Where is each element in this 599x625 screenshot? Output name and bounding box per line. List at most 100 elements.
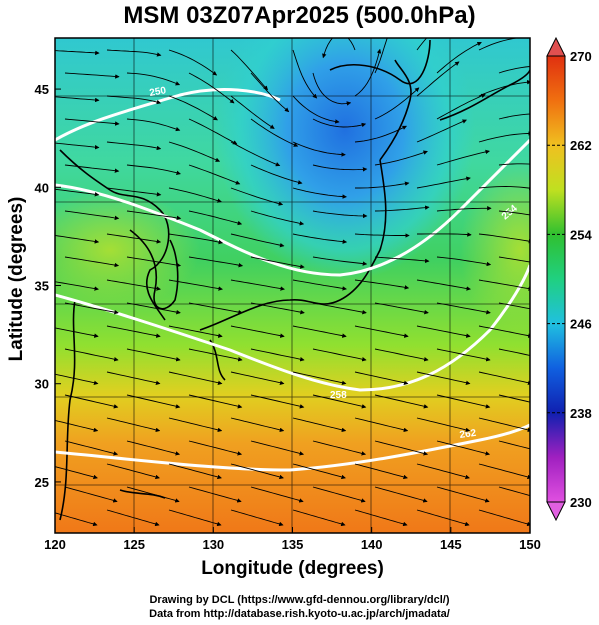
streamline bbox=[250, 302, 305, 315]
streamline bbox=[374, 87, 420, 120]
streamline bbox=[436, 149, 490, 166]
colorbar-tick-label: 230 bbox=[570, 495, 592, 510]
streamline bbox=[436, 206, 492, 212]
y-axis-ticks: 25 30 35 40 45 bbox=[35, 82, 61, 490]
streamline bbox=[478, 38, 530, 51]
streamline bbox=[64, 440, 119, 456]
x-tick-label: 145 bbox=[440, 537, 462, 552]
streamline bbox=[126, 394, 181, 409]
streamline bbox=[230, 279, 285, 291]
streamline bbox=[230, 509, 284, 527]
wind-streamlines bbox=[55, 38, 530, 533]
streamline bbox=[230, 187, 284, 206]
streamline bbox=[250, 348, 305, 362]
streamline bbox=[498, 66, 530, 74]
streamline bbox=[55, 96, 100, 103]
streamline bbox=[416, 176, 471, 189]
streamline bbox=[292, 279, 347, 291]
streamline bbox=[354, 125, 407, 143]
streamline bbox=[478, 325, 530, 338]
y-tick-label: 25 bbox=[35, 475, 49, 490]
colorbar-min-arrow bbox=[546, 501, 566, 522]
streamline bbox=[168, 325, 223, 338]
streamline bbox=[250, 72, 290, 113]
streamline bbox=[312, 256, 368, 266]
streamline bbox=[354, 417, 409, 433]
streamline bbox=[106, 371, 161, 385]
streamline bbox=[354, 463, 408, 480]
streamline bbox=[188, 256, 244, 268]
streamline bbox=[312, 486, 366, 503]
contour-line bbox=[55, 423, 530, 472]
streamline bbox=[188, 164, 241, 185]
streamline bbox=[436, 486, 490, 503]
streamline bbox=[374, 256, 430, 264]
streamline bbox=[126, 486, 180, 503]
streamline bbox=[478, 509, 530, 527]
streamline bbox=[55, 142, 100, 150]
streamline bbox=[55, 327, 99, 338]
streamline bbox=[230, 95, 275, 129]
streamline bbox=[416, 509, 470, 527]
streamline bbox=[312, 72, 352, 106]
x-tick-label: 140 bbox=[361, 537, 383, 552]
streamline bbox=[64, 118, 120, 126]
streamline bbox=[126, 348, 181, 362]
streamline bbox=[478, 371, 530, 385]
streamline bbox=[55, 419, 99, 433]
streamline bbox=[354, 279, 410, 290]
colorbar-tick-label: 270 bbox=[570, 49, 592, 64]
contour-label: 250 bbox=[149, 85, 168, 99]
streamline bbox=[375, 532, 377, 533]
streamline bbox=[230, 141, 281, 167]
streamline bbox=[436, 256, 492, 267]
streamline bbox=[436, 41, 482, 74]
y-tick-label: 35 bbox=[35, 279, 49, 294]
y-tick-label: 40 bbox=[35, 180, 49, 195]
streamline bbox=[313, 532, 315, 533]
streamline bbox=[292, 371, 347, 385]
colorbar-body bbox=[546, 55, 566, 503]
streamline bbox=[126, 210, 182, 221]
streamline bbox=[374, 486, 428, 503]
isotherm-contours bbox=[55, 88, 530, 472]
streamline bbox=[478, 185, 530, 191]
colorbar-tick-label: 238 bbox=[570, 406, 592, 421]
streamline bbox=[354, 371, 409, 385]
streamline bbox=[55, 188, 100, 197]
streamline bbox=[416, 61, 460, 97]
streamline bbox=[106, 325, 161, 338]
streamline bbox=[374, 205, 430, 212]
streamline bbox=[416, 279, 471, 291]
streamline bbox=[230, 371, 285, 385]
streamline bbox=[498, 113, 530, 120]
streamline bbox=[478, 233, 530, 244]
streamline bbox=[478, 463, 530, 480]
streamline bbox=[106, 187, 162, 197]
streamline bbox=[354, 509, 408, 527]
streamline bbox=[55, 466, 98, 480]
streamline bbox=[478, 417, 530, 433]
streamline bbox=[168, 95, 218, 121]
streamline bbox=[478, 279, 530, 291]
contour-line bbox=[55, 138, 530, 277]
streamline bbox=[250, 440, 305, 456]
credit-data-source: Data from http://database.rish.kyoto-u.a… bbox=[149, 608, 450, 620]
streamline bbox=[250, 256, 305, 269]
streamline bbox=[416, 371, 471, 385]
streamline bbox=[498, 163, 530, 166]
colorbar-max-arrow bbox=[546, 36, 566, 57]
streamline bbox=[188, 72, 235, 104]
plot-title: MSM 03Z07Apr2025 (500.0hPa) bbox=[123, 2, 476, 29]
streamline bbox=[64, 394, 119, 409]
streamline bbox=[188, 210, 243, 226]
x-tick-label: 150 bbox=[519, 537, 541, 552]
streamline bbox=[292, 463, 346, 480]
streamline bbox=[498, 348, 530, 356]
streamline bbox=[374, 38, 388, 74]
colorbar: 230 238 246 254 262 270 bbox=[546, 36, 592, 522]
streamline bbox=[64, 210, 120, 221]
streamline bbox=[188, 118, 238, 145]
streamline bbox=[374, 302, 429, 315]
